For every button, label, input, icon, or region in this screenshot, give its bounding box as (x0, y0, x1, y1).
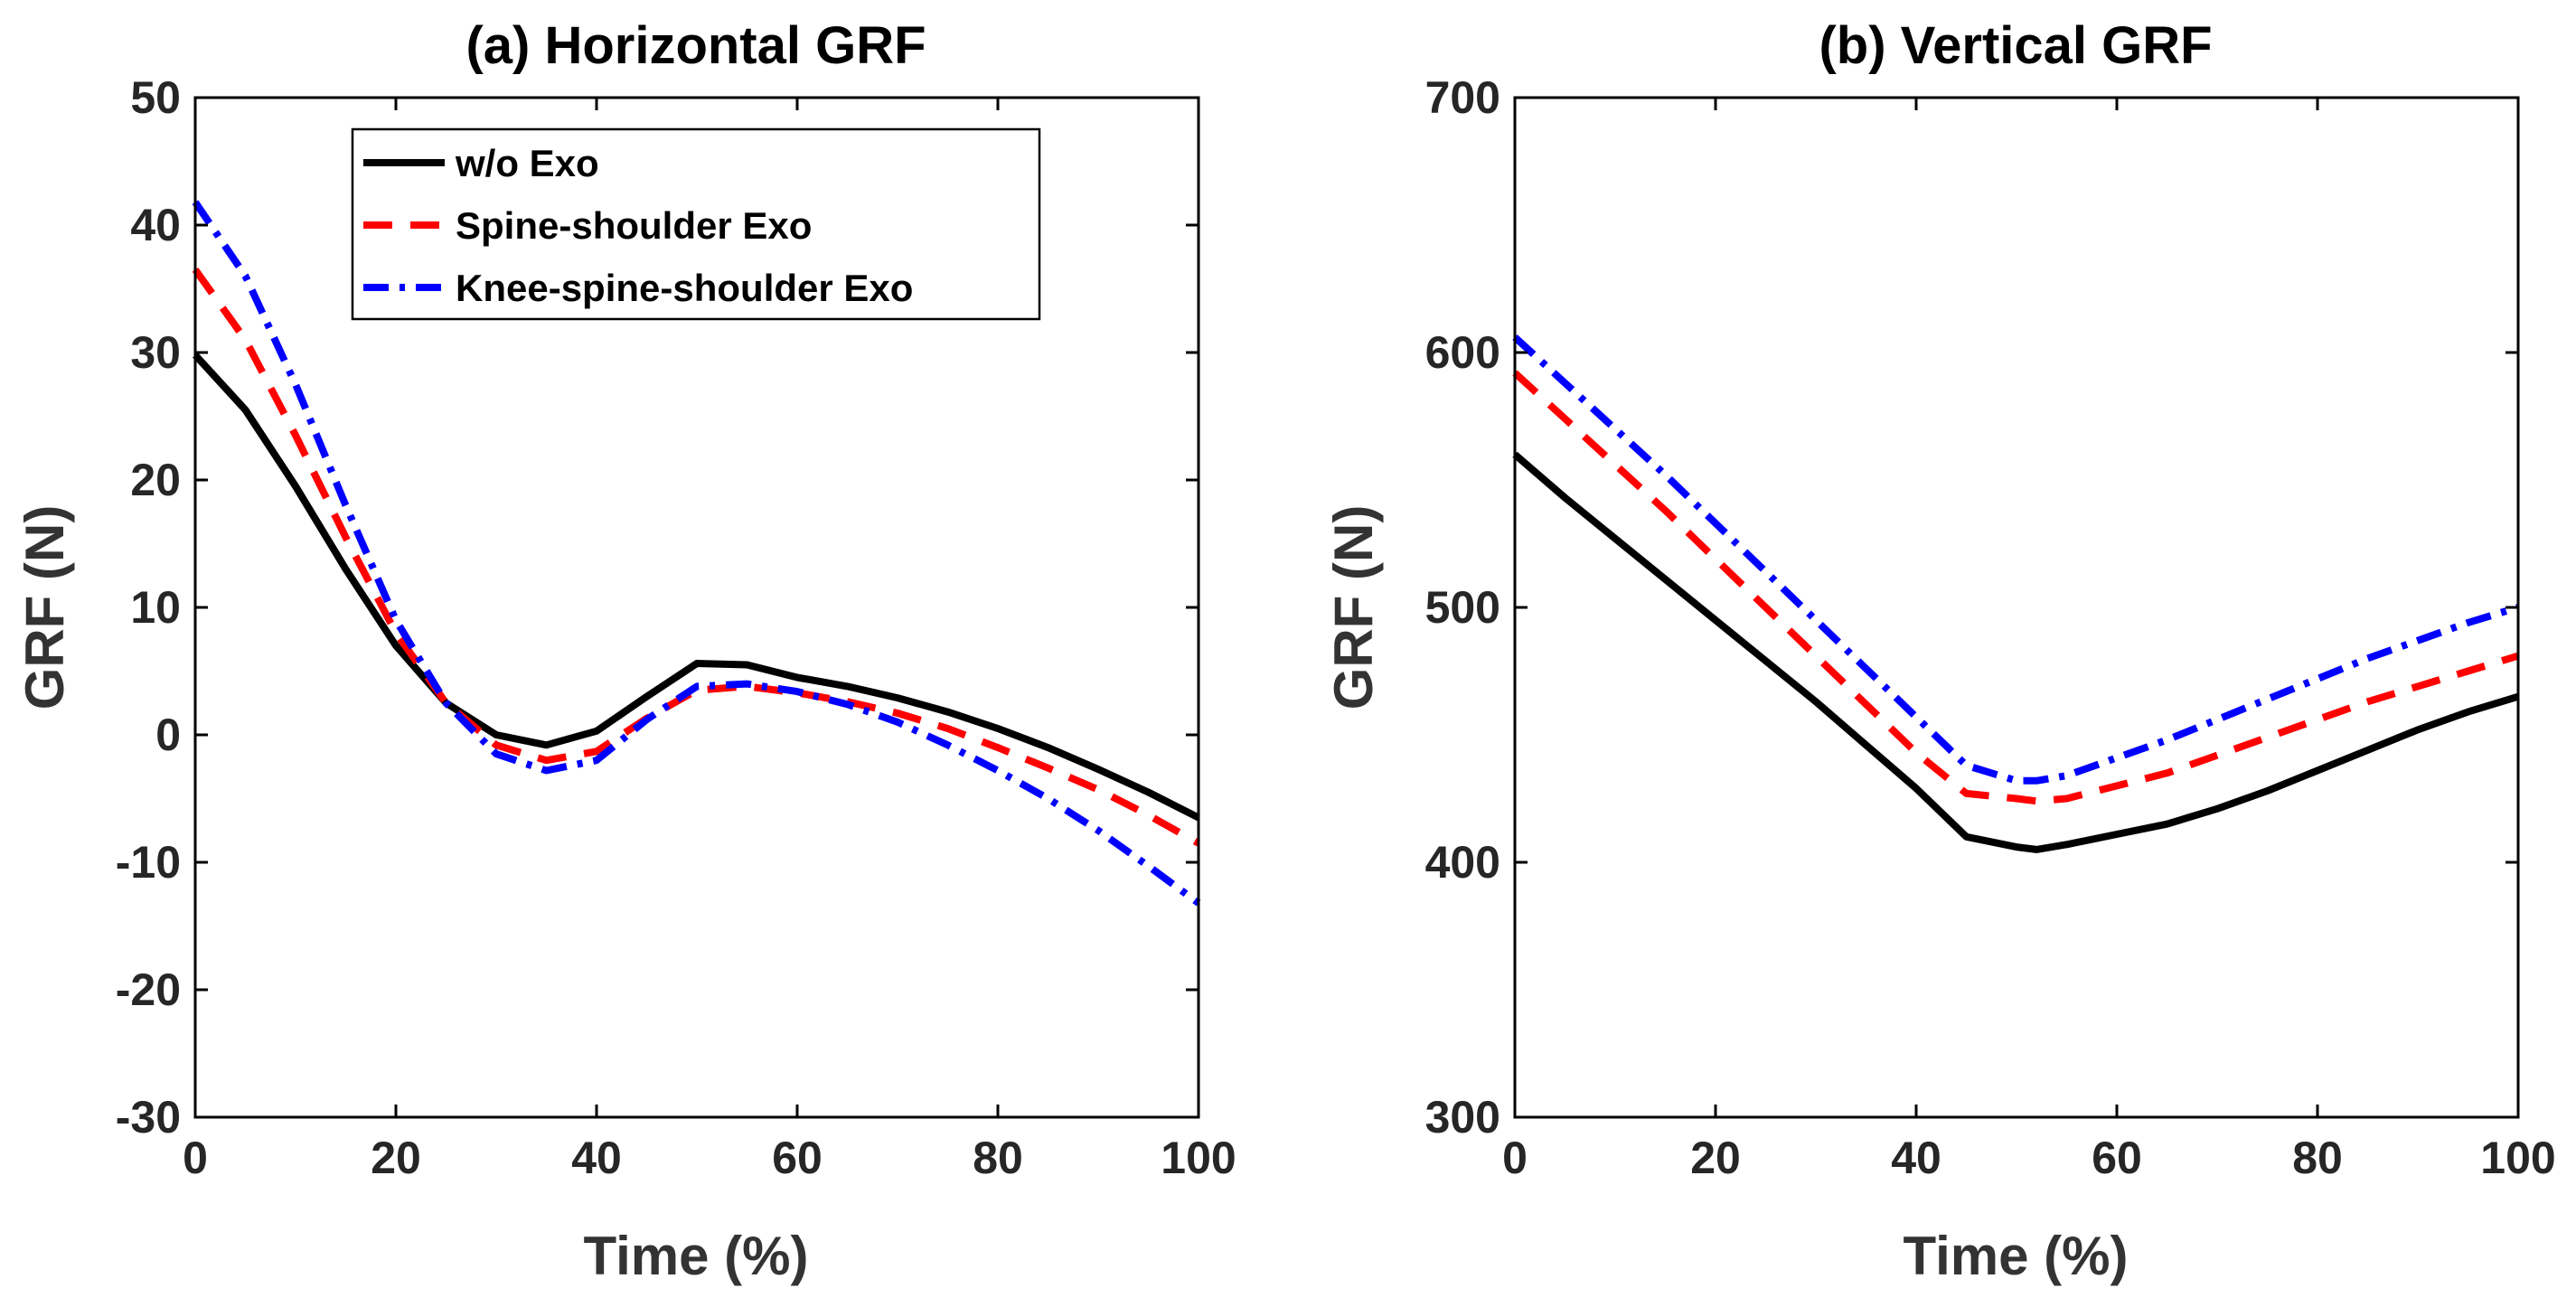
legend: w/o Exo Spine-shoulder Exo Knee-spine-sh… (351, 127, 1041, 321)
series-line-spine-shoulder-exo (1512, 370, 2520, 805)
y-tick-label: 300 (1425, 1092, 1500, 1142)
x-tick-label: 80 (973, 1133, 1023, 1183)
series-line-w-o-exo (193, 353, 1200, 822)
x-tick-label: 80 (2292, 1133, 2343, 1183)
y-tick-label: -30 (116, 1092, 181, 1142)
series-layer (192, 200, 1201, 907)
chart-title: (a) Horizontal GRF (465, 16, 926, 75)
tick-layer: 0 20 40 60 80 100 300 400 500 600 700 (1425, 72, 2556, 1183)
y-tick-label: 0 (155, 710, 181, 760)
x-axis-label: Time (%) (584, 1226, 809, 1286)
chart-vertical-grf: (b) Vertical GRF 0 20 40 60 80 100 300 400 500 60… (1323, 16, 2556, 1286)
series-line-knee-spine-shoulder-exo (1512, 334, 2520, 785)
y-tick-label: 50 (130, 72, 181, 123)
y-tick-label: 40 (130, 200, 181, 250)
chart-horizontal-grf: (a) Horizontal GRF 0 20 40 60 80 100-30-20-10… (14, 16, 1236, 1286)
x-tick-label: 20 (1690, 1133, 1741, 1183)
y-tick-label: 700 (1425, 72, 1500, 123)
legend-label-knee-spine-shoulder-exo: Knee-spine-shoulder Exo (456, 267, 913, 309)
y-tick-label: -10 (116, 837, 181, 888)
y-tick-label: 400 (1425, 837, 1500, 888)
series-layer (1512, 334, 2520, 853)
y-tick-label: 500 (1425, 582, 1500, 633)
y-tick-label: 10 (130, 582, 181, 633)
series-line-w-o-exo (1512, 451, 2520, 853)
x-axis-label: Time (%) (1904, 1226, 2129, 1286)
x-tick-label: 0 (1502, 1133, 1528, 1183)
y-tick-label: -20 (116, 964, 181, 1015)
x-tick-label: 40 (571, 1133, 622, 1183)
x-tick-label: 100 (2480, 1133, 2555, 1183)
y-tick-label: 600 (1425, 327, 1500, 378)
legend-label-without-exo: w/o Exo (455, 142, 599, 184)
y-tick-label: 30 (130, 327, 181, 378)
x-tick-label: 40 (1891, 1133, 1941, 1183)
y-axis-label: GRF (N) (1323, 505, 1384, 710)
y-axis-label: GRF (N) (14, 505, 75, 710)
series-line-knee-spine-shoulder-exo (192, 200, 1201, 907)
x-tick-label: 60 (2092, 1133, 2142, 1183)
y-tick-label: 20 (130, 455, 181, 505)
legend-label-spine-shoulder-exo: Spine-shoulder Exo (456, 204, 812, 247)
x-tick-label: 20 (371, 1133, 421, 1183)
tick-layer: 0 20 40 60 80 100 -30 -20 -10 0 10 20 30 40 50 (116, 72, 1236, 1183)
series-line-spine-shoulder-exo (192, 267, 1200, 847)
chart-title: (b) Vertical GRF (1819, 16, 2212, 75)
legend-box (351, 127, 1041, 321)
x-tick-label: 60 (772, 1133, 823, 1183)
x-tick-label: 100 (1161, 1133, 1236, 1183)
x-tick-label: 0 (183, 1133, 208, 1183)
